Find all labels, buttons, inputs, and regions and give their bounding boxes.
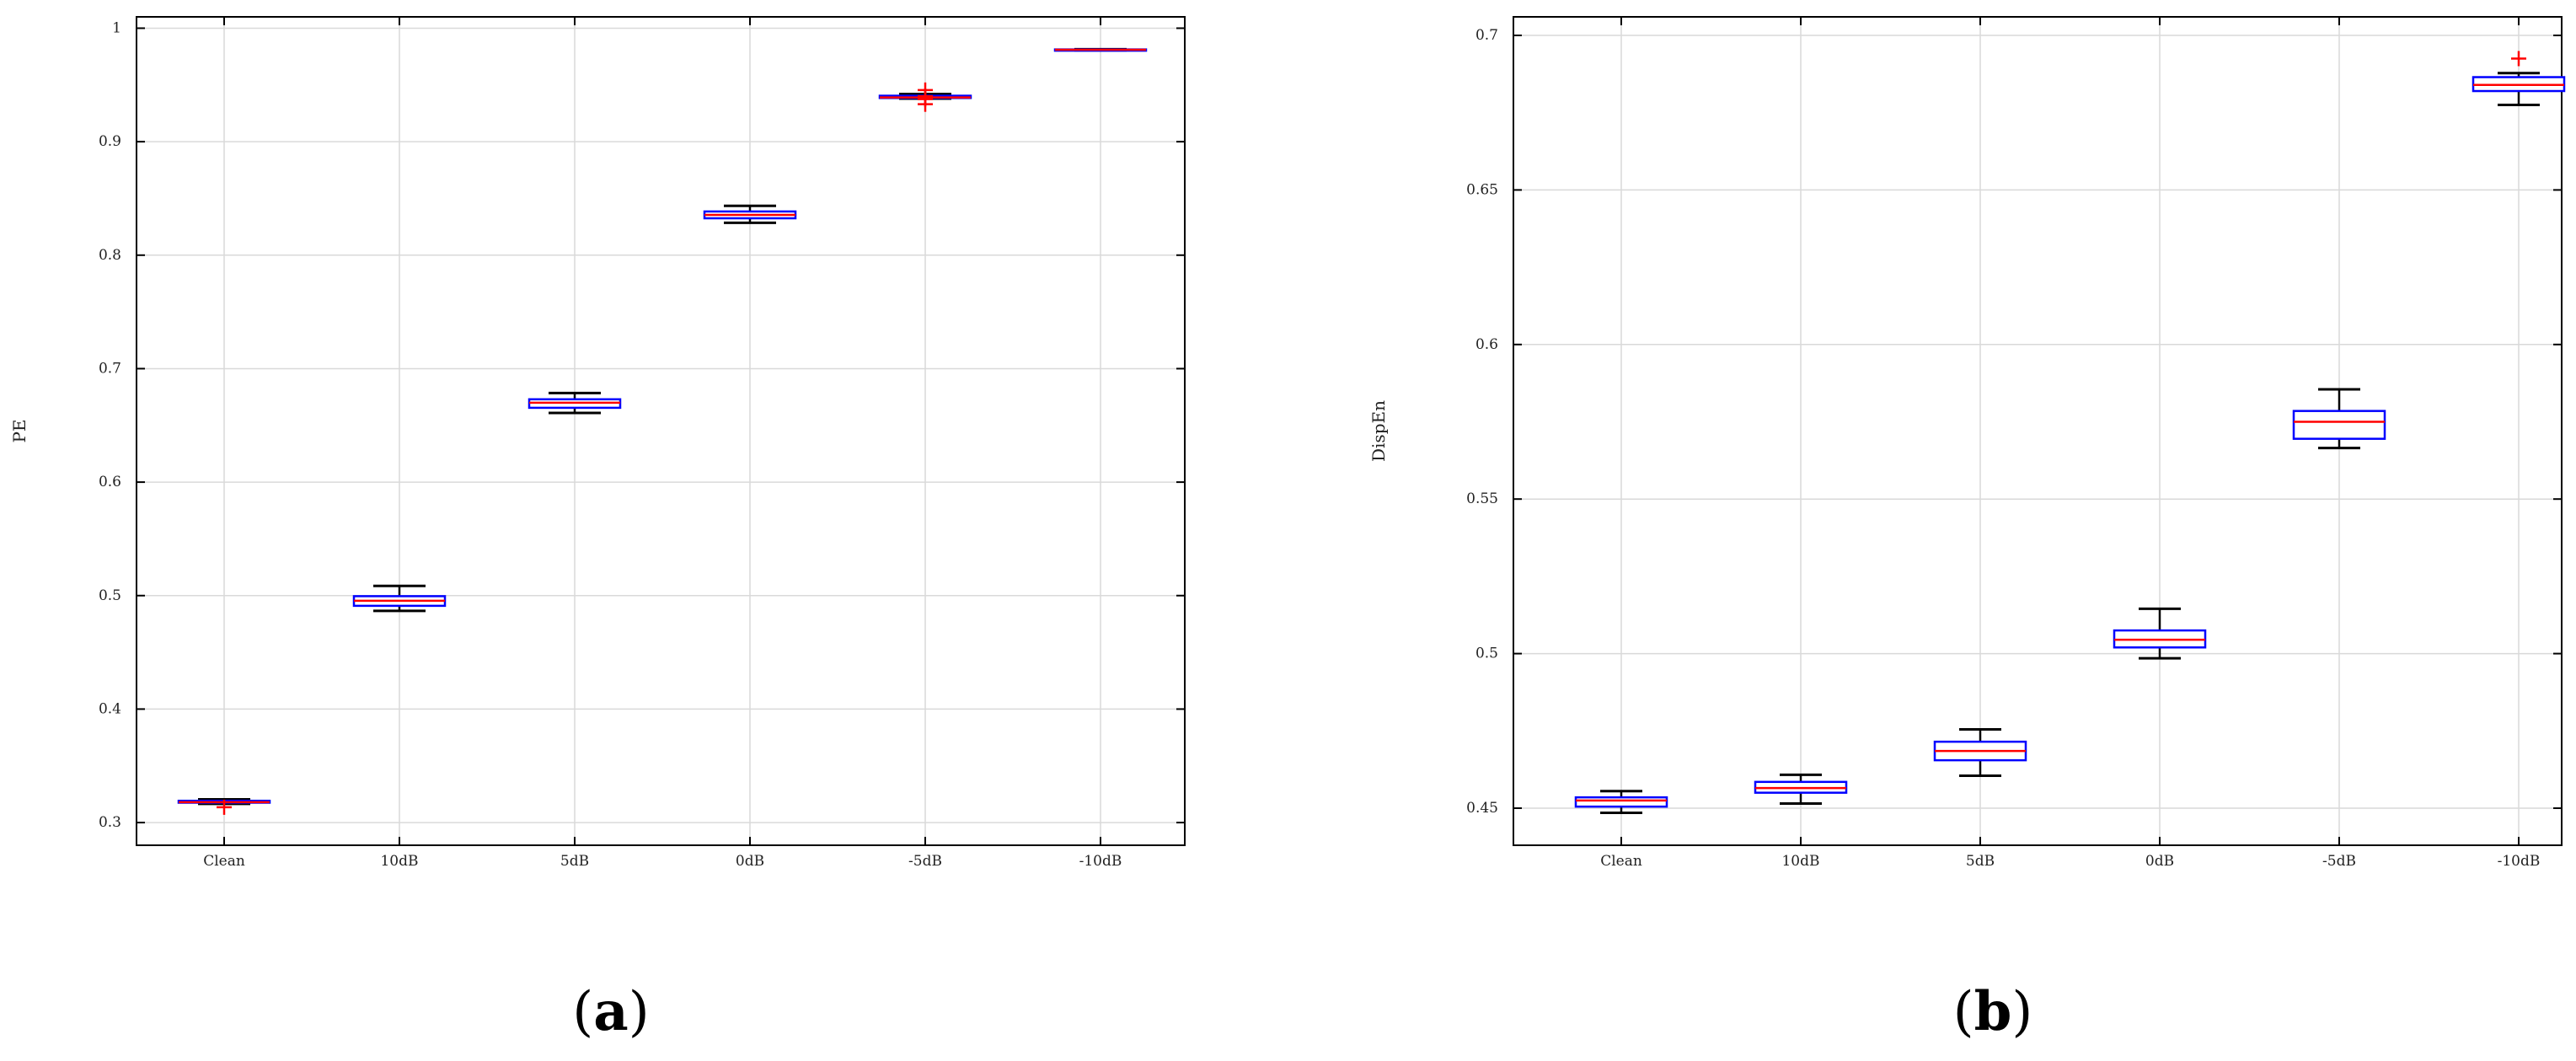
y-tick-label: 0.55 bbox=[1466, 490, 1498, 507]
box--5dB bbox=[878, 82, 972, 112]
y-tick-label: 0.8 bbox=[99, 247, 121, 264]
x-tick-label: 0dB bbox=[2145, 853, 2174, 870]
y-tick-label: 0.65 bbox=[1466, 181, 1498, 198]
panel-label-a-letter: a bbox=[593, 980, 628, 1043]
x-tick-label: -5dB bbox=[908, 853, 942, 870]
y-tick-label: 0.7 bbox=[99, 360, 121, 377]
panel-label-a-close: ) bbox=[629, 981, 650, 1043]
panel-label-b: (b) bbox=[1953, 980, 2033, 1043]
box-iqr bbox=[2292, 410, 2386, 440]
box-Clean bbox=[1574, 790, 1668, 814]
box-0dB bbox=[2113, 607, 2207, 660]
x-tick-label: -10dB bbox=[1079, 853, 1122, 870]
y-tick-label: 0.5 bbox=[1475, 646, 1498, 662]
panel-label-b-close: ) bbox=[2011, 981, 2032, 1043]
box-Clean bbox=[177, 797, 271, 815]
y-tick-label: 0.5 bbox=[99, 587, 121, 604]
box-5dB bbox=[528, 391, 622, 415]
y-axis-label: PE bbox=[9, 419, 29, 442]
y-axis-label: DispEn bbox=[1368, 400, 1389, 462]
y-tick-label: 0.4 bbox=[99, 700, 121, 717]
plot-frame bbox=[1513, 16, 2563, 846]
x-tick-label: 5dB bbox=[560, 853, 589, 870]
x-tick-label: Clean bbox=[203, 853, 245, 870]
panel-label-b-letter: b bbox=[1974, 980, 2012, 1043]
box--10dB bbox=[2472, 51, 2566, 107]
x-tick-label: -10dB bbox=[2498, 853, 2541, 870]
y-tick-label: 0.3 bbox=[99, 814, 121, 831]
y-tick-label: 0.6 bbox=[1475, 336, 1498, 353]
box--5dB bbox=[2292, 388, 2386, 450]
y-tick-label: 0.7 bbox=[1475, 27, 1498, 44]
x-tick-label: 5dB bbox=[1966, 853, 1995, 870]
x-tick-label: -5dB bbox=[2322, 853, 2356, 870]
box-5dB bbox=[1933, 727, 2027, 777]
box-10dB bbox=[1754, 773, 1848, 805]
panel-label-a-open: ( bbox=[572, 981, 593, 1043]
box-10dB bbox=[352, 584, 447, 613]
y-tick-label: 1 bbox=[112, 19, 121, 36]
x-tick-label: Clean bbox=[1600, 853, 1642, 870]
box-iqr bbox=[1574, 796, 1668, 808]
chart-panel-a: 0.3 0.4 0.5 0.6 0.7 0.8 0.9 1 Clean 10dB 5dB 0dB -5d… bbox=[9, 16, 1186, 870]
panel-label-b-open: ( bbox=[1953, 981, 1974, 1043]
x-tick-label: 10dB bbox=[380, 853, 418, 870]
y-tick-label: 0.6 bbox=[99, 474, 121, 490]
y-tick-label: 0.45 bbox=[1466, 800, 1498, 817]
box-0dB bbox=[703, 204, 797, 224]
x-tick-label: 0dB bbox=[736, 853, 764, 870]
y-tick-label: 0.9 bbox=[99, 133, 121, 150]
chart-panel-b: 0.45 0.5 0.55 0.6 0.65 0.7 Clean 10dB 5dB 0dB -5dB… bbox=[1368, 16, 2566, 870]
panel-label-a: (a) bbox=[572, 980, 649, 1043]
box--10dB bbox=[1053, 47, 1148, 52]
plot-frame bbox=[136, 16, 1186, 846]
x-tick-label: 10dB bbox=[1781, 853, 1819, 870]
